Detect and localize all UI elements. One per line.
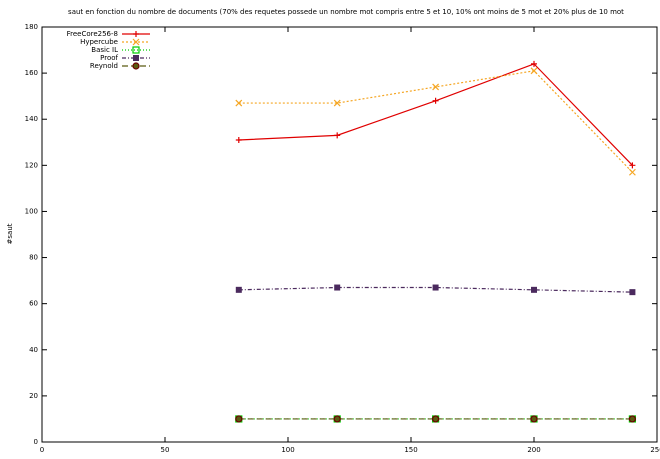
data-point (530, 67, 538, 75)
x-tick-label: 250 (650, 446, 660, 454)
data-point (235, 136, 242, 143)
x-tick-label: 200 (527, 446, 540, 454)
series-line (238, 63, 633, 166)
data-point (629, 162, 636, 169)
y-tick-label: 100 (25, 207, 38, 215)
legend-marker (132, 62, 140, 70)
x-tick-label: 100 (281, 446, 294, 454)
legend-label: Basic IL (91, 46, 118, 54)
plot-border (41, 26, 658, 443)
legend-label: Reynold (90, 62, 118, 70)
data-point (628, 168, 636, 176)
y-tick-label: 0 (34, 438, 38, 446)
y-axis-label: #saut (6, 223, 14, 244)
y-tick-label: 60 (29, 300, 38, 308)
x-tick-label: 50 (161, 446, 170, 454)
data-point (629, 289, 636, 296)
y-tick-label: 40 (29, 346, 38, 354)
data-point (333, 415, 341, 423)
series-line (238, 286, 633, 293)
data-point (432, 97, 439, 104)
data-point (334, 284, 341, 291)
data-point (235, 99, 243, 107)
data-point (432, 284, 439, 291)
y-tick-label: 20 (29, 392, 38, 400)
x-tick-label: 150 (404, 446, 417, 454)
legend-label: Hypercube (80, 38, 118, 46)
data-point (530, 415, 538, 423)
legend-label: Proof (100, 54, 118, 62)
data-point (235, 286, 242, 293)
data-point (334, 132, 341, 139)
legend-marker (132, 38, 140, 46)
y-tick-label: 160 (25, 69, 38, 77)
legend-label: FreeCore256-8 (67, 30, 118, 38)
y-tick-label: 120 (25, 161, 38, 169)
legend-marker (133, 55, 139, 61)
data-point (432, 415, 440, 423)
y-tick-label: 80 (29, 254, 38, 262)
y-tick-label: 140 (25, 115, 38, 123)
legend-marker (133, 31, 139, 37)
legend-marker (132, 46, 140, 54)
chart-title: saut en fonction du nombre de documents … (68, 8, 624, 16)
y-tick-label: 180 (25, 23, 38, 31)
data-point (628, 415, 637, 423)
data-point (235, 415, 243, 423)
series-line (238, 70, 633, 173)
data-point (333, 99, 341, 107)
x-tick-label: 0 (40, 446, 44, 454)
data-point (531, 286, 537, 293)
data-point (432, 83, 440, 91)
data-point (531, 60, 537, 67)
